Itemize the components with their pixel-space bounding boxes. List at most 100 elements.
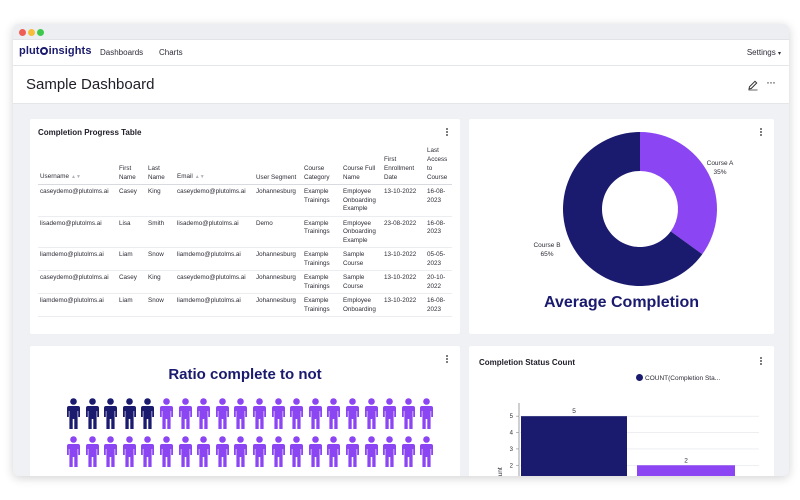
table-cell: liamdemo@plutolms.ai	[38, 293, 117, 317]
table-cell: Johannesburg	[254, 184, 302, 217]
bar[interactable]	[521, 416, 627, 476]
person-icon	[104, 436, 118, 467]
kebab-menu-icon[interactable]	[442, 127, 452, 139]
person-icon	[420, 398, 434, 429]
slice-label-a: Course A	[707, 160, 734, 167]
column-header[interactable]: Username ▲▼	[38, 146, 117, 185]
progress-table: Username ▲▼ First Name Last Name Email ▲▼ …	[38, 146, 452, 317]
person-icon	[197, 398, 211, 429]
table-row[interactable]: caseydemo@plutolms.ai Casey King caseydemo@…	[38, 184, 452, 217]
table-cell: Smith	[146, 216, 175, 248]
column-header[interactable]: Course Full Name	[341, 146, 382, 185]
completion-status-card: Completion Status Count COUNT(Completion…	[469, 346, 774, 476]
person-icon	[327, 436, 341, 467]
table-cell: King	[146, 270, 175, 294]
table-cell: lisademo@plutolms.ai	[175, 216, 254, 248]
table-cell: Snow	[146, 247, 175, 271]
kebab-menu-icon[interactable]	[442, 354, 452, 366]
column-header[interactable]: User Segment	[254, 146, 302, 185]
table-cell: Example Trainings	[302, 247, 341, 271]
slice-percent-b: 65%	[540, 251, 553, 258]
chart-legend[interactable]: COUNT(Completion Sta...	[636, 374, 720, 382]
person-icon	[271, 436, 285, 467]
slice-percent-a: 35%	[713, 169, 726, 176]
table-row[interactable]: liamdemo@plutolms.ai Liam Snow liamdemo@plu…	[38, 293, 452, 317]
table-cell: caseydemo@plutolms.ai	[38, 270, 117, 294]
column-header[interactable]: Course Category	[302, 146, 341, 185]
app-window: plut insights Dashboards Charts Settings …	[13, 24, 789, 476]
y-tick-label: 3	[510, 447, 514, 453]
person-icon	[85, 398, 99, 429]
page-header: Sample Dashboard ···	[13, 66, 789, 104]
person-icon	[308, 436, 322, 467]
table-cell: Demo	[254, 216, 302, 248]
more-options-icon[interactable]: ···	[766, 75, 776, 89]
person-icon	[271, 398, 285, 429]
person-icon	[160, 398, 173, 429]
person-icon	[290, 398, 304, 429]
pencil-icon[interactable]	[747, 78, 759, 96]
person-icon	[178, 398, 192, 429]
person-icon	[346, 398, 359, 429]
person-icon	[383, 398, 397, 429]
bar[interactable]	[637, 465, 735, 476]
slice-label-b: Course B	[533, 242, 560, 249]
table-cell: 23-08-2022	[382, 216, 425, 248]
person-icon	[122, 436, 136, 467]
table-cell: Example Trainings	[302, 270, 341, 294]
table-cell: 16-08-2023	[425, 184, 452, 217]
y-tick-label: 2	[510, 463, 514, 469]
table-cell: 20-10-2022	[425, 270, 452, 294]
table-cell: liamdemo@plutolms.ai	[175, 247, 254, 271]
card-title: Completion Progress Table	[38, 128, 142, 137]
column-header[interactable]: Email ▲▼	[175, 146, 254, 185]
settings-menu[interactable]: Settings ▾	[747, 48, 781, 57]
kebab-menu-icon[interactable]	[756, 356, 766, 368]
table-cell: 13-10-2022	[382, 184, 425, 217]
pluto-insights-logo[interactable]: plut insights	[19, 45, 92, 57]
y-axis-label: Count	[497, 467, 504, 476]
minimize-window-dot[interactable]	[28, 29, 35, 36]
person-icon	[308, 398, 322, 429]
column-header[interactable]: First Enrollment Date	[382, 146, 425, 185]
person-icon	[364, 436, 378, 467]
table-cell: Employee Onboarding Example	[341, 216, 382, 248]
donut-slice-course-a[interactable]	[640, 132, 717, 255]
table-header-row: Username ▲▼ First Name Last Name Email ▲▼ …	[38, 146, 452, 185]
ratio-card: Ratio complete to not	[30, 346, 460, 476]
table-row[interactable]: caseydemo@plutolms.ai Casey King caseydemo@…	[38, 270, 452, 294]
person-icon	[178, 436, 192, 467]
donut-slice-course-b[interactable]	[563, 132, 703, 286]
table-cell: Casey	[117, 270, 146, 294]
person-icon	[401, 398, 415, 429]
bar-chart: 12345Count52	[497, 403, 759, 476]
nav-dashboards[interactable]: Dashboards	[100, 48, 144, 57]
close-window-dot[interactable]	[19, 29, 26, 36]
chevron-down-icon: ▾	[777, 51, 781, 57]
person-icon	[141, 436, 155, 467]
column-header[interactable]: Last Name	[146, 146, 175, 185]
table-cell: Johannesburg	[254, 247, 302, 271]
person-icon	[122, 398, 136, 429]
table-cell: 13-10-2022	[382, 293, 425, 317]
person-icon-grid	[30, 346, 460, 476]
person-icon	[215, 436, 229, 467]
table-row[interactable]: lisademo@plutolms.ai Lisa Smith lisademo@pl…	[38, 216, 452, 248]
page-title: Sample Dashboard	[26, 76, 155, 93]
kebab-menu-icon[interactable]	[756, 127, 766, 139]
maximize-window-dot[interactable]	[37, 29, 44, 36]
column-header[interactable]: Last Access to Course	[425, 146, 452, 185]
person-icon	[215, 398, 229, 429]
column-header[interactable]: First Name	[117, 146, 146, 185]
person-icon	[401, 436, 415, 467]
table-cell: caseydemo@plutolms.ai	[38, 184, 117, 217]
person-icon	[234, 436, 248, 467]
table-cell: Sample Course	[341, 270, 382, 294]
person-icon	[420, 436, 434, 467]
table-cell: Employee Onboarding	[341, 293, 382, 317]
nav-charts[interactable]: Charts	[159, 48, 183, 57]
table-cell: Liam	[117, 293, 146, 317]
table-row[interactable]: liamdemo@plutolms.ai Liam Snow liamdemo@plu…	[38, 247, 452, 271]
table-cell: Example Trainings	[302, 216, 341, 248]
table-cell: King	[146, 184, 175, 217]
